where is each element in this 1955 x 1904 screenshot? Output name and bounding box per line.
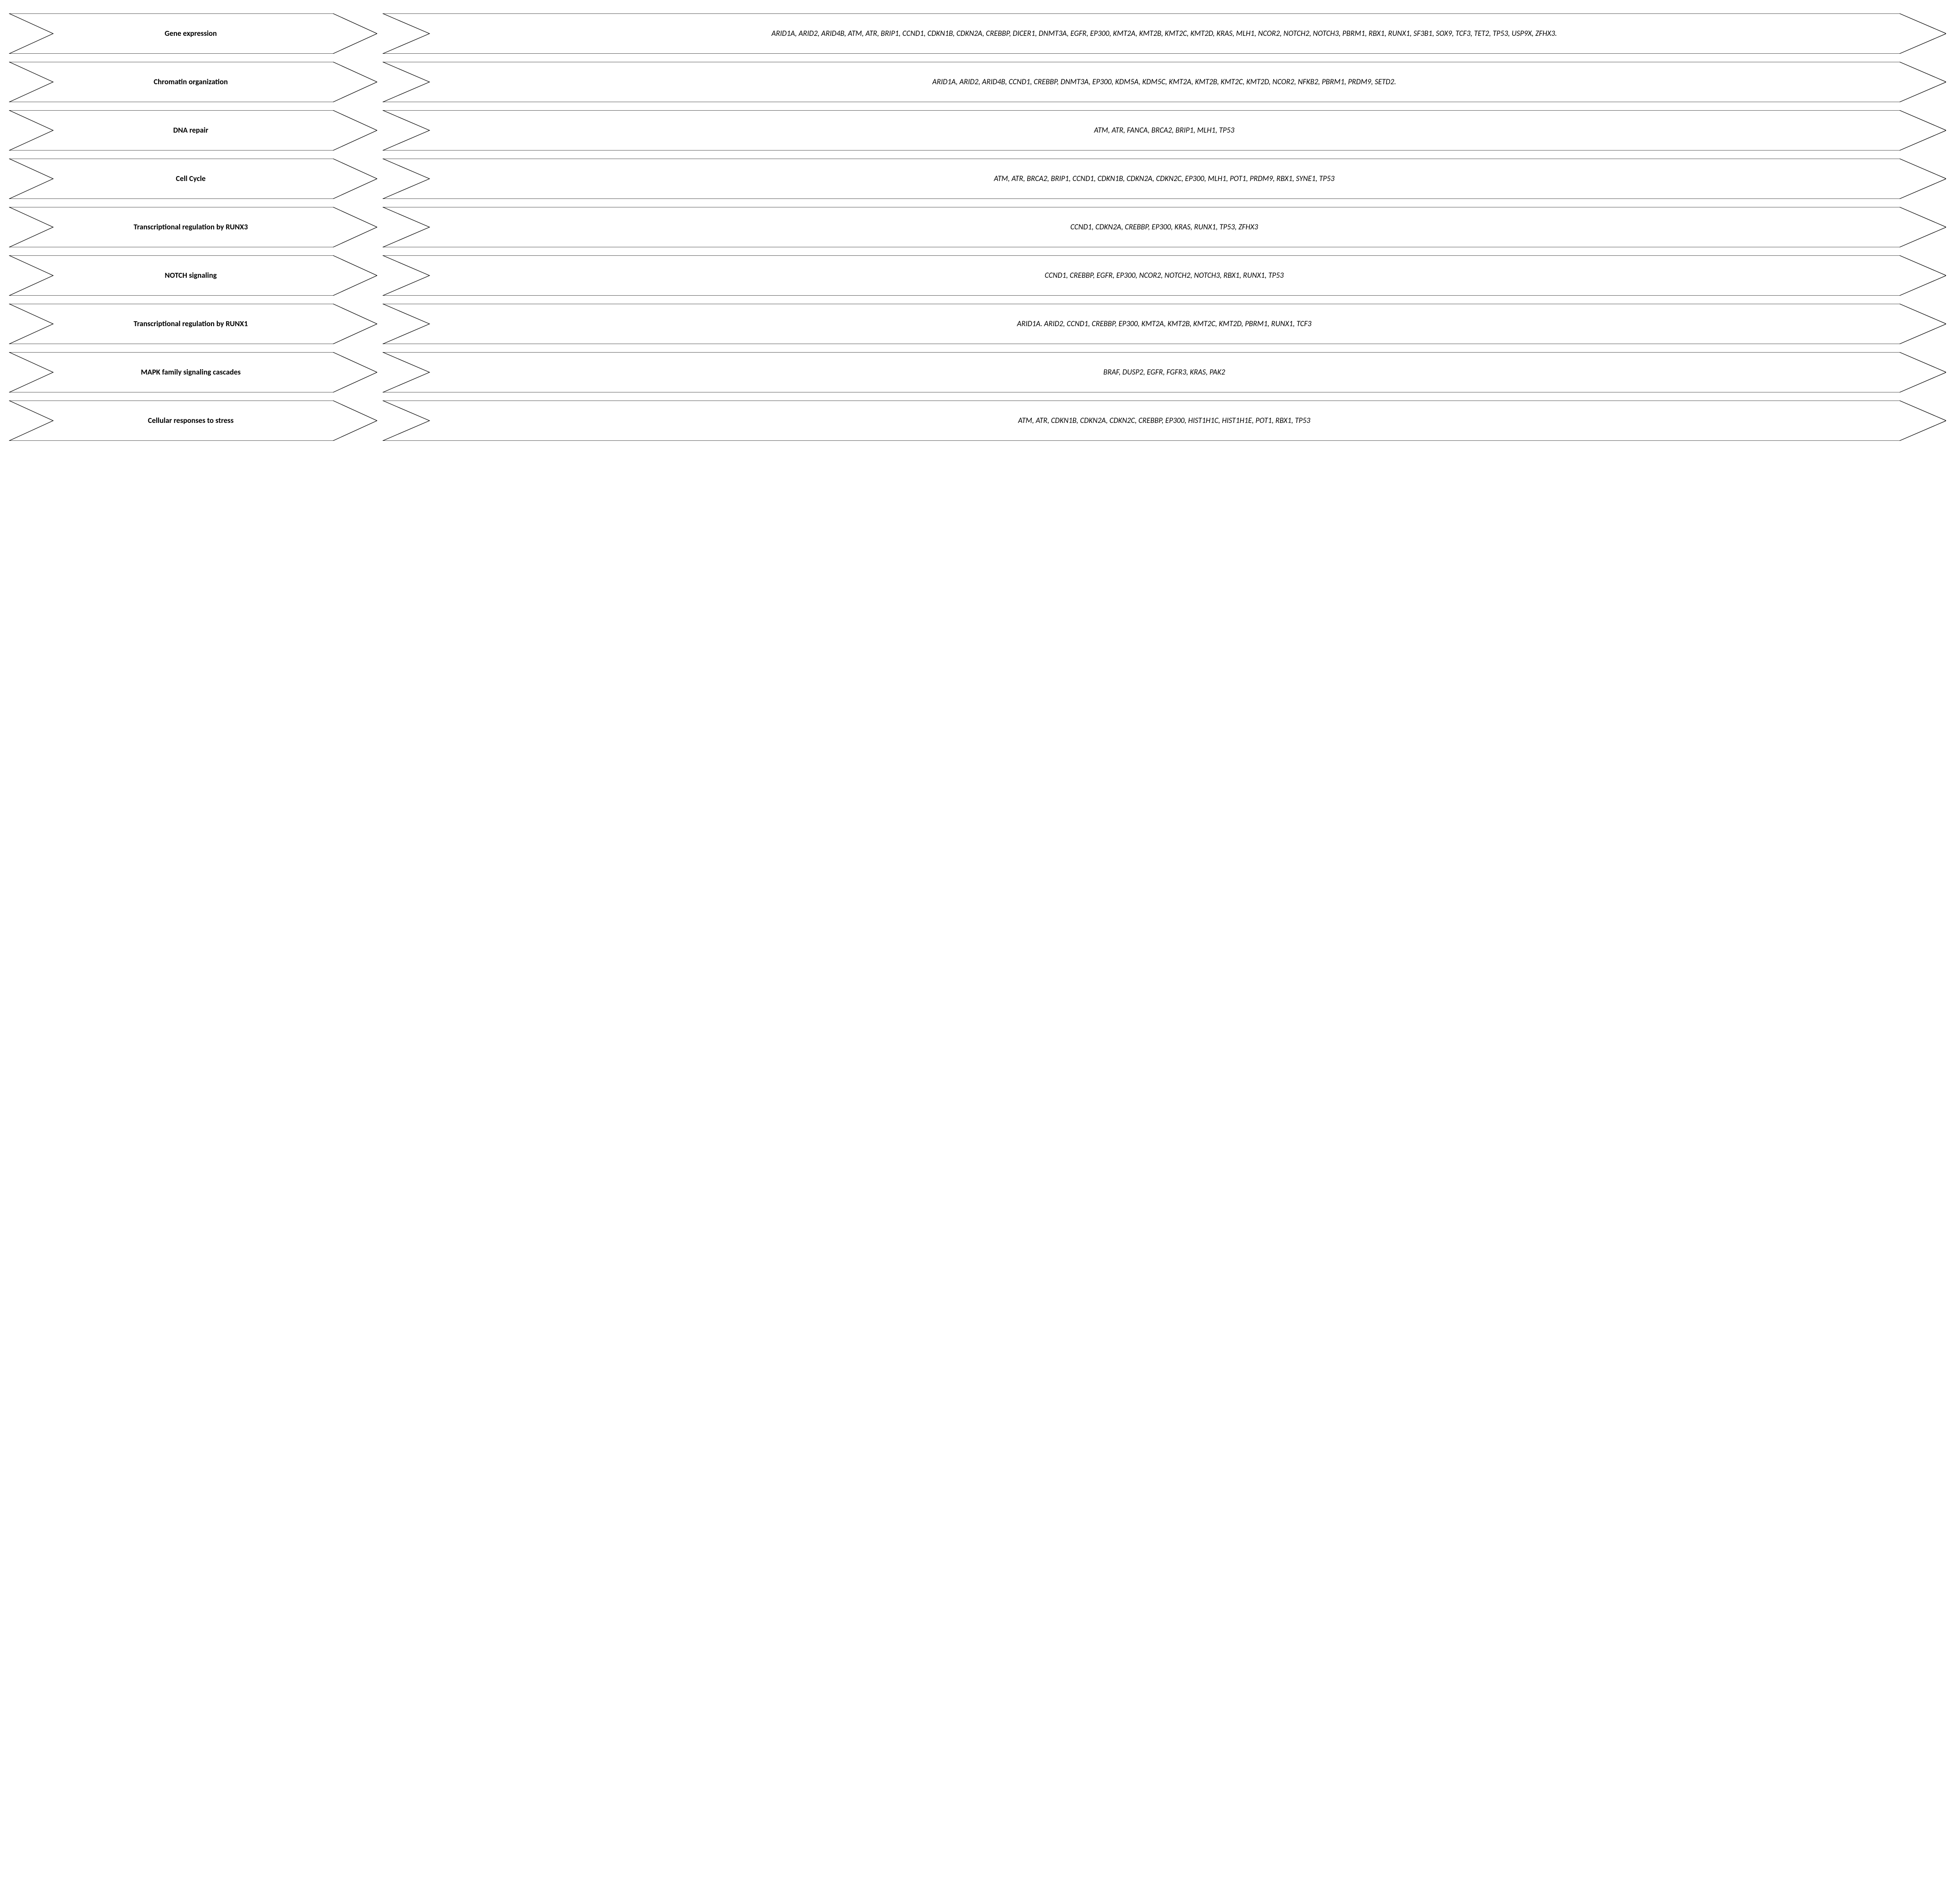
pathway-row: Cellular responses to stress ATM, ATR, C… <box>9 401 1946 441</box>
pathway-label-chevron: NOTCH signaling <box>9 255 377 296</box>
pathway-genes-text: ATM, ATR, CDKN1B, CDKN2A, CDKN2C, CREBBP… <box>1014 416 1315 426</box>
pathway-label-chevron: Transcriptional regulation by RUNX1 <box>9 304 377 344</box>
pathway-row: Cell Cycle ATM, ATR, BRCA2, BRIP1, CCND1… <box>9 159 1946 199</box>
pathway-row: DNA repair ATM, ATR, FANCA, BRCA2, BRIP1… <box>9 110 1946 151</box>
pathway-genes-chevron: CCND1, CDKN2A, CREBBP, EP300, KRAS, RUNX… <box>383 207 1946 247</box>
pathway-genes-chevron: CCND1, CREBBP, EGFR, EP300, NCOR2, NOTCH… <box>383 255 1946 296</box>
pathway-row: Gene expression ARID1A, ARID2, ARID4B, A… <box>9 13 1946 54</box>
pathway-label-text: Chromatin organization <box>154 77 228 86</box>
pathway-label-chevron: Cellular responses to stress <box>9 401 377 441</box>
pathway-label-chevron: DNA repair <box>9 110 377 151</box>
pathway-genes-chevron: ARID1A. ARID2, CCND1, CREBBP, EP300, KMT… <box>383 304 1946 344</box>
pathway-label-text: MAPK family signaling cascades <box>141 367 241 377</box>
pathway-label-text: Gene expression <box>164 29 217 38</box>
pathway-label-chevron: Cell Cycle <box>9 159 377 199</box>
pathway-label-text: NOTCH signaling <box>165 271 217 280</box>
pathway-label-text: DNA repair <box>173 125 208 135</box>
pathway-row: Chromatin organization ARID1A, ARID2, AR… <box>9 62 1946 102</box>
pathway-genes-chevron: ATM, ATR, CDKN1B, CDKN2A, CDKN2C, CREBBP… <box>383 401 1946 441</box>
pathway-label-chevron: Gene expression <box>9 13 377 54</box>
pathway-genes-text: ARID1A, ARID2, ARID4B, ATM, ATR, BRIP1, … <box>767 29 1561 39</box>
pathway-label-chevron: Transcriptional regulation by RUNX3 <box>9 207 377 247</box>
pathway-genes-text: ARID1A, ARID2, ARID4B, CCND1, CREBBP, DN… <box>928 77 1400 87</box>
pathway-genes-text: ATM, ATR, FANCA, BRCA2, BRIP1, MLH1, TP5… <box>1089 125 1239 136</box>
pathway-row: MAPK family signaling cascades BRAF, DUS… <box>9 352 1946 392</box>
pathway-genes-chevron: ARID1A, ARID2, ARID4B, ATM, ATR, BRIP1, … <box>383 13 1946 54</box>
pathway-row: Transcriptional regulation by RUNX1 ARID… <box>9 304 1946 344</box>
pathway-label-text: Transcriptional regulation by RUNX3 <box>133 222 248 232</box>
pathway-genes-text: ATM, ATR, BRCA2, BRIP1, CCND1, CDKN1B, C… <box>990 174 1339 184</box>
pathway-label-chevron: MAPK family signaling cascades <box>9 352 377 392</box>
pathway-genes-text: ARID1A. ARID2, CCND1, CREBBP, EP300, KMT… <box>1012 319 1316 329</box>
pathway-label-text: Transcriptional regulation by RUNX1 <box>133 319 248 328</box>
pathway-genes-text: CCND1, CDKN2A, CREBBP, EP300, KRAS, RUNX… <box>1066 222 1262 233</box>
pathway-row: NOTCH signaling CCND1, CREBBP, EGFR, EP3… <box>9 255 1946 296</box>
pathway-label-chevron: Chromatin organization <box>9 62 377 102</box>
pathway-genes-text: CCND1, CREBBP, EGFR, EP300, NCOR2, NOTCH… <box>1040 271 1288 281</box>
pathway-genes-chevron: BRAF, DUSP2, EGFR, FGFR3, KRAS, PAK2 <box>383 352 1946 392</box>
diagram-container: Gene expression ARID1A, ARID2, ARID4B, A… <box>9 13 1946 441</box>
pathway-row: Transcriptional regulation by RUNX3 CCND… <box>9 207 1946 247</box>
pathway-genes-text: BRAF, DUSP2, EGFR, FGFR3, KRAS, PAK2 <box>1099 367 1230 378</box>
pathway-label-text: Cellular responses to stress <box>148 416 233 425</box>
pathway-genes-chevron: ARID1A, ARID2, ARID4B, CCND1, CREBBP, DN… <box>383 62 1946 102</box>
pathway-label-text: Cell Cycle <box>176 174 206 183</box>
pathway-genes-chevron: ATM, ATR, FANCA, BRCA2, BRIP1, MLH1, TP5… <box>383 110 1946 151</box>
pathway-genes-chevron: ATM, ATR, BRCA2, BRIP1, CCND1, CDKN1B, C… <box>383 159 1946 199</box>
